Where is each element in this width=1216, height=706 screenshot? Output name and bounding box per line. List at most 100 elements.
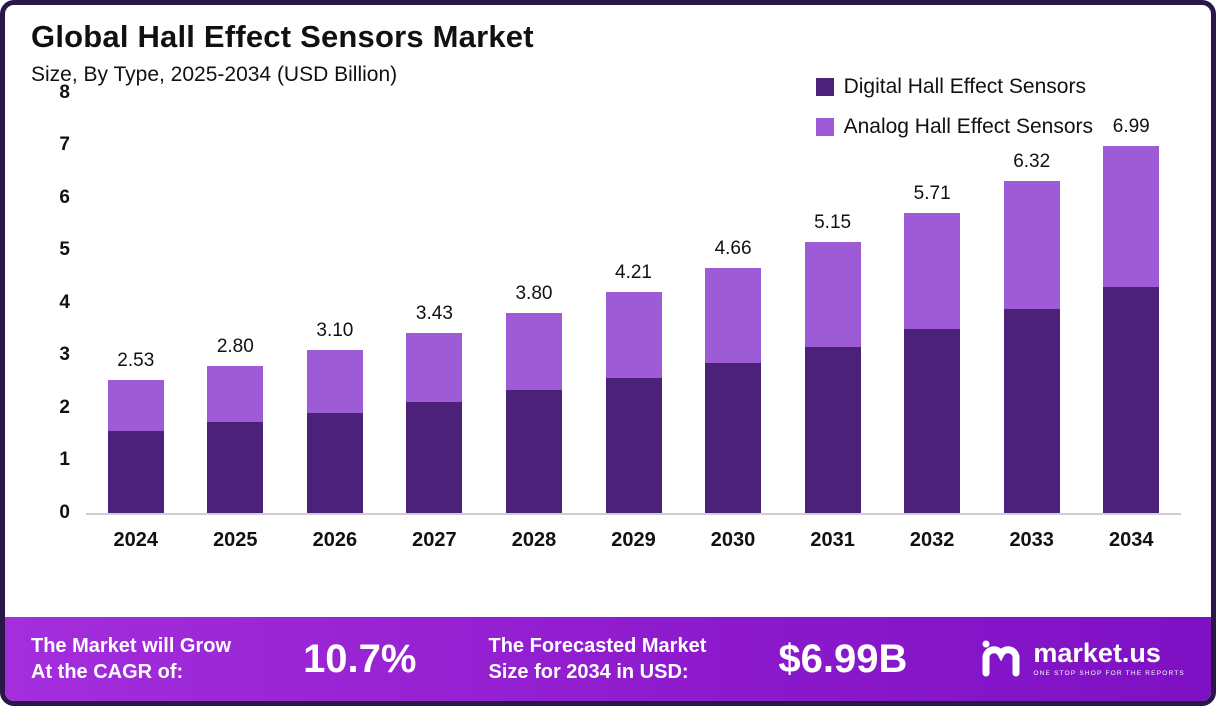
x-axis-label: 2033 [1009,528,1054,551]
y-axis-label: 0 [59,501,70,523]
bar-segment-analog [406,332,463,403]
x-axis-label: 2026 [312,528,358,551]
x-axis-label: 2027 [412,528,457,551]
x-axis-label: 2034 [1108,528,1154,551]
stacked-bar [207,365,264,513]
brand-text: market.us ONE STOP SHOP FOR THE REPORTS [1033,640,1185,678]
y-axis-label: 6 [59,186,70,208]
bar-segment-digital [705,363,762,513]
stacked-bar [1003,180,1060,513]
y-axis-label: 4 [59,291,70,313]
bar-total-label: 4.21 [615,261,652,283]
legend-label-analog: Analog Hall Effect Sensors [843,115,1093,138]
legend-swatch-analog [815,118,834,136]
brand-block: market.us ONE STOP SHOP FOR THE REPORTS [979,637,1185,682]
bar-column: 2.53 [86,350,186,513]
bar-column: 2.80 [186,336,286,513]
stacked-bar [705,268,762,513]
bar-total-label: 2.80 [216,335,254,357]
chart-plot-region: 0 1 2 3 4 5 6 7 8 2.53 2.80 3.10 3.43 3.80 4.21 4.66 5.… [31,82,1181,523]
x-axis-label: 2025 [213,528,258,551]
x-axis-label: 2031 [810,528,855,551]
legend-item-digital: Digital Hall Effect Sensors [815,75,1093,99]
bar-segment-analog [1003,180,1060,309]
bar-total-label: 2.53 [117,349,155,371]
bar-column: 4.66 [683,238,783,513]
bar-segment-analog [207,365,264,423]
chart-subtitle: Size, By Type, 2025-2034 (USD Billion) [31,62,398,86]
x-axis-label: 2024 [113,528,159,551]
bar-segment-analog [904,212,961,329]
stacked-bar [505,313,562,513]
bar-segment-digital [306,412,363,513]
bar-segment-digital [406,402,463,513]
y-axis-label: 1 [59,449,70,471]
bar-segment-digital [804,346,861,513]
bar-segment-digital [1103,286,1160,513]
bar-column: 3.10 [285,320,385,513]
bar-segment-analog [605,291,662,378]
bar-segment-analog [107,379,164,431]
brand-tagline: ONE STOP SHOP FOR THE REPORTS [1033,670,1185,678]
stacked-bar [804,242,861,513]
stacked-bar [904,212,961,513]
bar-segment-analog [1103,145,1160,287]
x-axis-label: 2029 [611,528,656,551]
bar-total-label: 6.32 [1013,150,1051,172]
bar-total-label: 6.99 [1112,115,1150,137]
bar-total-label: 4.66 [714,238,752,259]
legend-swatch-digital [815,78,834,96]
footer-banner: The Market will Grow At the CAGR of: 10.… [5,617,1211,701]
chart-title: Global Hall Effect Sensors Market [31,19,534,54]
stacked-bar [107,379,164,513]
bar-total-label: 5.15 [814,212,852,234]
stacked-bar [406,332,463,513]
forecast-label: The Forecasted Market Size for 2034 in U… [489,633,707,685]
bar-column: 3.43 [385,303,485,513]
x-axis: 2024 2025 2026 2027 2028 2029 2030 2031 2032 2033… [86,529,1181,552]
plot: 2.53 2.80 3.10 3.43 3.80 4.21 4.66 5.15 5.71 6.32… [86,93,1181,515]
bar-segment-analog [705,268,762,364]
cagr-label: The Market will Grow At the CAGR of: [31,633,231,685]
bar-column: 3.80 [484,283,584,513]
y-axis-label: 2 [59,396,70,418]
brand-name: market.us [1033,638,1161,669]
x-axis-label: 2028 [511,528,557,551]
forecast-value: $6.99B [778,636,908,681]
bar-total-label: 3.80 [515,283,553,305]
bar-column: 4.21 [584,262,684,513]
bars: 2.53 2.80 3.10 3.43 3.80 4.21 4.66 5.15 5.71 6.32… [86,93,1181,513]
bar-segment-digital [605,377,662,513]
bar-total-label: 5.71 [913,182,951,204]
cagr-label-line1: The Market will Grow [31,635,232,657]
bar-column: 6.32 [982,151,1082,513]
bar-segment-analog [306,349,363,413]
bar-segment-analog [505,313,562,391]
x-axis-label: 2032 [909,528,955,551]
bar-segment-digital [107,430,164,513]
cagr-label-line2: At the CAGR of: [31,661,184,683]
bar-segment-analog [804,242,861,347]
bar-segment-digital [904,328,961,513]
legend: Digital Hall Effect Sensors Analog Hall … [815,75,1093,139]
stacked-bar [1103,145,1160,513]
y-axis-label: 7 [59,134,70,156]
legend-label-digital: Digital Hall Effect Sensors [843,75,1086,98]
legend-item-analog: Analog Hall Effect Sensors [815,115,1093,139]
bar-total-label: 3.43 [415,302,453,324]
y-axis-label: 3 [59,344,70,366]
forecast-label-line2: Size for 2034 in USD: [488,661,689,683]
bar-total-label: 3.10 [316,319,354,341]
y-axis-label: 5 [59,239,70,261]
x-axis-label: 2030 [710,528,756,551]
bar-column: 6.99 [1081,116,1181,513]
y-axis-label: 8 [59,81,70,103]
market-us-logo-icon [979,637,1023,682]
stacked-bar [306,349,363,513]
bar-segment-digital [1003,308,1060,513]
bar-column: 5.71 [882,183,982,513]
forecast-label-line1: The Forecasted Market [488,635,707,657]
cagr-value: 10.7% [303,636,417,681]
stacked-bar [605,291,662,513]
